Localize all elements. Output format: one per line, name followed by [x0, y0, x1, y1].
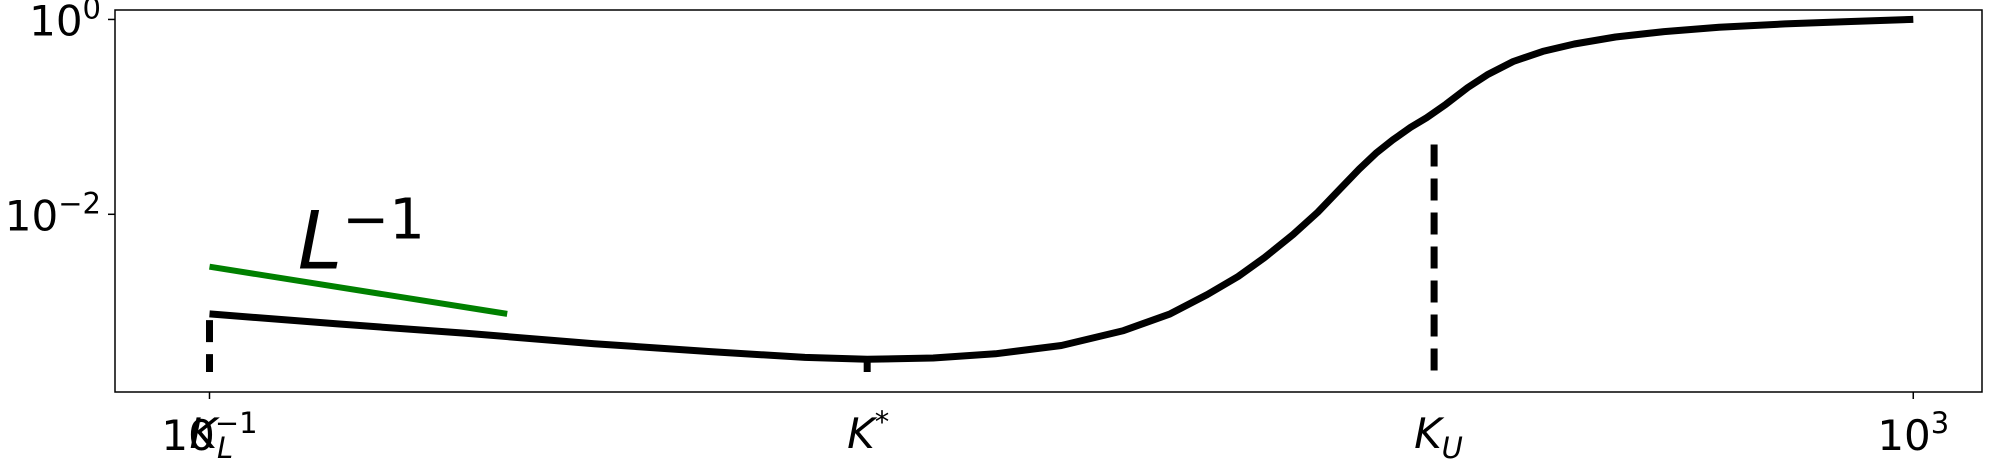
marker-label-k-l: KL: [189, 409, 233, 465]
y-tick-label: 100: [29, 0, 101, 45]
plot-area: KL K* KU 100 10−2 10−1 103 L−1: [5, 0, 1983, 465]
x-tick-label: 10−1: [161, 406, 257, 460]
annotation-layer: L−1: [298, 187, 425, 287]
annotation-slope-label: L−1: [298, 187, 425, 287]
marker-label-k-u: KU: [1414, 409, 1463, 465]
axes-frame: [114, 9, 1983, 393]
y-axis-ticks: 100 10−2: [5, 0, 115, 240]
marker-layer: KL K* KU: [189, 144, 1463, 465]
series-reference-line: [209, 263, 508, 317]
series-layer: [209, 15, 1914, 363]
marker-label-k-star: K*: [847, 405, 889, 458]
x-axis-ticks: 10−1 103: [161, 392, 1949, 460]
y-tick-label: 10−2: [5, 186, 101, 240]
series-main-line: [209, 15, 1914, 363]
x-tick-label: 103: [1877, 406, 1949, 460]
